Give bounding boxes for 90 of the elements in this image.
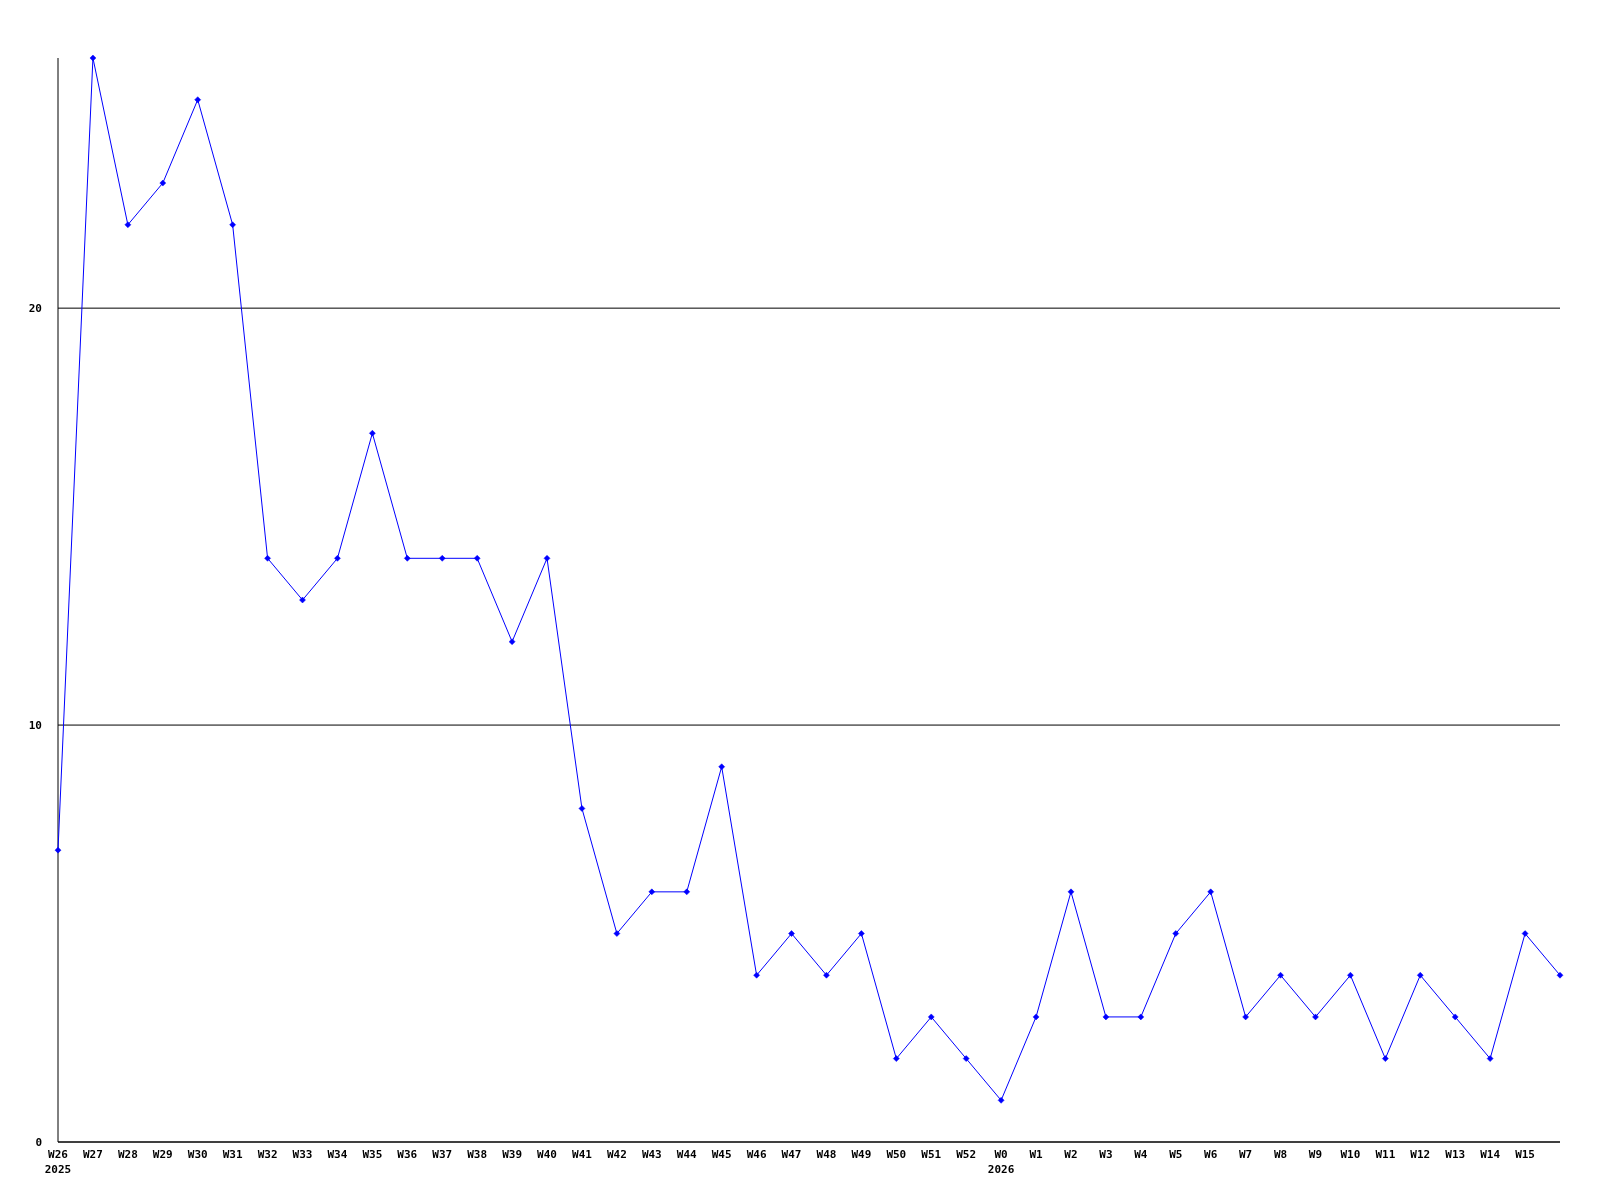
x-tick-label: W1 [1029,1148,1044,1161]
point [159,179,167,187]
x-tick-label: W30 [187,1148,208,1161]
point [1277,971,1284,979]
x-tick-label: W29 [152,1148,173,1161]
x-tick-label: W45 [711,1148,732,1161]
point [1067,888,1075,896]
y-tick-label: 20 [28,302,42,315]
point [928,1013,935,1021]
x-tick-label: W47 [781,1148,802,1161]
x-tick-label: W42 [606,1148,627,1161]
x-tick-label: W35 [362,1148,383,1161]
x-tick-label: W41 [572,1148,593,1161]
x-tick-label: W34 [327,1148,348,1161]
x-tick-label: W48 [816,1148,837,1161]
point [194,96,201,103]
point [473,555,481,562]
point [1207,888,1214,896]
point [893,1055,900,1062]
point [1032,1013,1040,1021]
x-tick-label: W43 [641,1148,662,1161]
x-tick-label: W28 [117,1148,138,1161]
x-tick-label: W50 [886,1148,907,1161]
x-tick-label: W6 [1204,1148,1218,1161]
point [578,805,586,812]
point [997,1097,1005,1104]
point [613,930,621,937]
x-tick-label: W7 [1239,1148,1253,1161]
point [404,555,411,562]
x-tick-label: W15 [1515,1148,1536,1161]
x-tick-label: W27 [82,1148,103,1161]
x-tick-label: W32 [257,1148,278,1161]
x-tick-label: W33 [292,1148,313,1161]
x-tick-label: W13 [1445,1148,1466,1161]
point [1172,930,1180,937]
point [229,221,236,229]
point [1312,1013,1319,1021]
point [858,930,865,937]
x-tick-label: W9 [1308,1148,1323,1161]
x-tick-label: W39 [502,1148,523,1161]
x-tick-label: W26 2025 [44,1148,72,1176]
point [753,971,760,979]
x-tick-label: W10 [1340,1148,1361,1161]
x-tick-label: W49 [851,1148,872,1161]
x-tick-label: W12 [1410,1148,1431,1161]
x-tick-label: W31 [222,1148,243,1161]
point [54,846,62,854]
point [124,221,132,229]
point [89,54,97,62]
point [264,555,271,562]
x-tick-label: W3 [1099,1148,1113,1161]
y-tick-label: 10 [28,718,42,732]
x-tick-label: W5 [1169,1148,1183,1161]
x-tick-label: W11 [1375,1148,1396,1161]
point [718,763,725,771]
point [299,596,306,604]
point [543,555,551,562]
point [962,1055,970,1062]
point [334,555,341,562]
point [1382,1055,1389,1062]
point [1521,930,1529,937]
x-tick-label: W0 2026 [987,1148,1015,1176]
x-tick-label: W51 [921,1148,942,1161]
x-tick-label: W4 [1134,1148,1148,1161]
point [1242,1013,1249,1021]
point [1137,1013,1145,1021]
point [788,930,795,937]
x-tick-label: W14 [1480,1148,1501,1161]
x-tick-label: W44 [676,1148,698,1161]
x-tick-label: W8 [1273,1148,1288,1161]
point [1417,971,1424,979]
x-tick-label: W40 [537,1148,557,1161]
point [1102,1013,1110,1021]
point [1347,971,1354,979]
point [508,638,516,645]
point [683,888,690,896]
point [823,971,830,979]
point [1486,1055,1494,1062]
point [1451,1013,1459,1021]
x-tick-label: W37 [432,1148,453,1161]
point [648,888,656,896]
point [369,429,376,437]
y-tick-label: 0 [35,1135,42,1149]
x-tick-label: W36 [397,1148,418,1161]
point [438,555,446,562]
x-tick-label: W46 [746,1148,767,1161]
x-tick-label: W38 [467,1148,488,1161]
x-tick-label: W2 [1064,1148,1078,1161]
x-tick-label: W52 [956,1148,977,1161]
point [1556,971,1564,979]
